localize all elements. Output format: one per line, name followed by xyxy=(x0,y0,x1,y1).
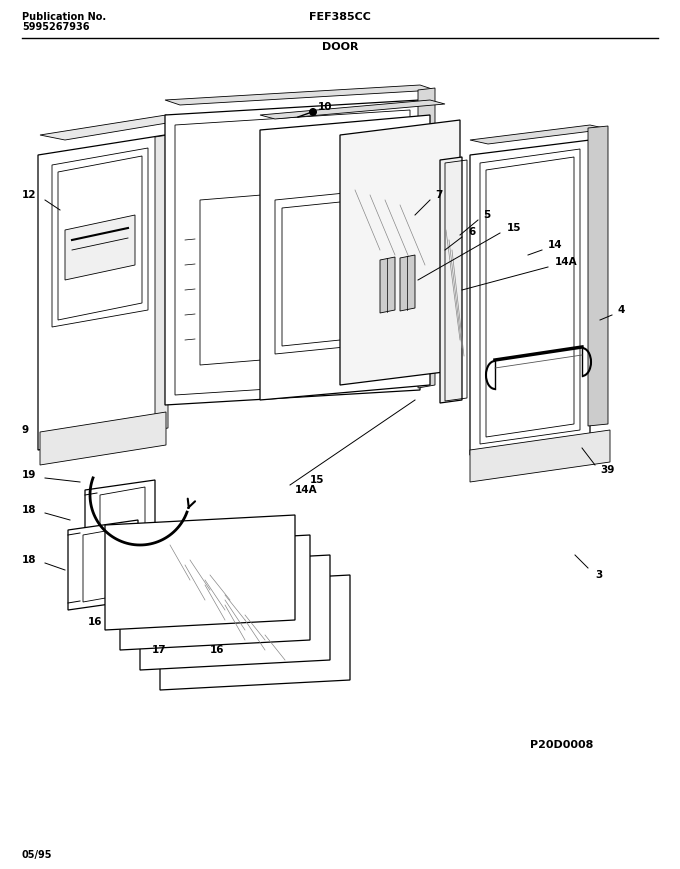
Text: 15: 15 xyxy=(310,475,324,485)
Text: 19: 19 xyxy=(22,470,36,480)
Text: 18: 18 xyxy=(22,555,37,565)
Polygon shape xyxy=(470,125,608,144)
Text: 17: 17 xyxy=(152,645,167,655)
Polygon shape xyxy=(100,487,145,562)
Text: P20D0008: P20D0008 xyxy=(530,740,594,750)
Text: 9: 9 xyxy=(22,425,29,435)
Polygon shape xyxy=(380,257,395,313)
Polygon shape xyxy=(65,215,135,280)
Polygon shape xyxy=(83,527,128,602)
Polygon shape xyxy=(260,100,445,119)
Polygon shape xyxy=(470,140,590,455)
Polygon shape xyxy=(140,555,330,670)
Text: 05/95: 05/95 xyxy=(22,850,52,860)
Text: FEF385CC: FEF385CC xyxy=(309,12,371,22)
Polygon shape xyxy=(260,115,430,400)
Text: 16: 16 xyxy=(210,645,224,655)
Polygon shape xyxy=(160,575,350,690)
Text: 14A: 14A xyxy=(295,485,318,495)
Text: 10: 10 xyxy=(318,102,333,112)
Text: 39: 39 xyxy=(600,465,614,475)
Text: 16: 16 xyxy=(88,617,103,627)
Polygon shape xyxy=(155,135,168,430)
Text: 14A: 14A xyxy=(555,257,577,267)
Polygon shape xyxy=(400,255,415,311)
Text: 5995267936: 5995267936 xyxy=(22,22,90,32)
Text: 18: 18 xyxy=(22,505,37,515)
Polygon shape xyxy=(470,430,610,482)
Polygon shape xyxy=(418,88,435,388)
Text: DOOR: DOOR xyxy=(322,42,358,52)
Text: 4: 4 xyxy=(618,305,626,315)
Text: 3: 3 xyxy=(595,570,602,580)
Text: 6: 6 xyxy=(468,227,475,237)
Polygon shape xyxy=(440,157,462,403)
Polygon shape xyxy=(275,186,415,354)
Text: Publication No.: Publication No. xyxy=(22,12,106,22)
Polygon shape xyxy=(340,120,460,385)
Circle shape xyxy=(309,108,317,116)
Text: 7: 7 xyxy=(435,190,443,200)
Text: 12: 12 xyxy=(22,190,37,200)
Polygon shape xyxy=(38,135,165,450)
Polygon shape xyxy=(68,520,138,610)
Polygon shape xyxy=(165,100,420,405)
Polygon shape xyxy=(200,185,385,365)
Text: 14: 14 xyxy=(548,240,562,250)
Text: 5: 5 xyxy=(483,210,490,220)
Polygon shape xyxy=(120,535,310,650)
Text: 15: 15 xyxy=(507,223,522,233)
Polygon shape xyxy=(85,480,155,570)
Polygon shape xyxy=(105,515,295,630)
Polygon shape xyxy=(40,412,166,465)
Polygon shape xyxy=(165,85,435,105)
Polygon shape xyxy=(40,115,185,140)
Polygon shape xyxy=(588,126,608,426)
